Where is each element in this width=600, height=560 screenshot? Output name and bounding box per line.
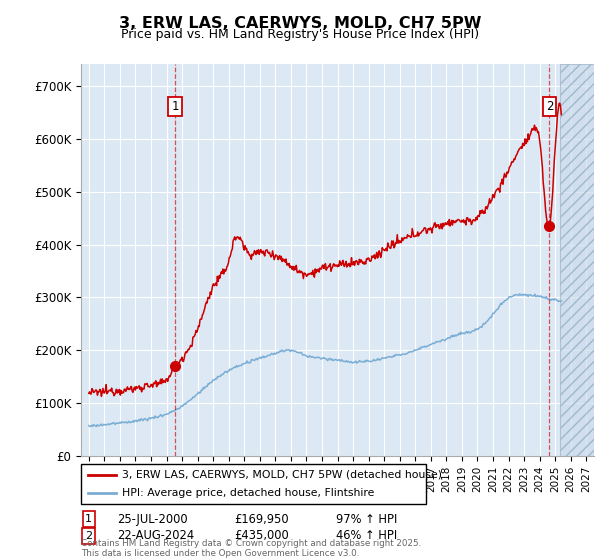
Text: HPI: Average price, detached house, Flintshire: HPI: Average price, detached house, Flin… <box>122 488 375 498</box>
Text: 3, ERW LAS, CAERWYS, MOLD, CH7 5PW: 3, ERW LAS, CAERWYS, MOLD, CH7 5PW <box>119 16 481 31</box>
FancyBboxPatch shape <box>81 464 426 504</box>
Text: 3, ERW LAS, CAERWYS, MOLD, CH7 5PW (detached house): 3, ERW LAS, CAERWYS, MOLD, CH7 5PW (deta… <box>122 470 442 480</box>
Text: 1: 1 <box>172 100 179 113</box>
Text: Contains HM Land Registry data © Crown copyright and database right 2025.
This d: Contains HM Land Registry data © Crown c… <box>81 539 421 558</box>
Text: 97% ↑ HPI: 97% ↑ HPI <box>336 512 397 526</box>
Text: £435,000: £435,000 <box>234 529 289 543</box>
Text: 2: 2 <box>545 100 553 113</box>
Text: 1: 1 <box>85 514 92 524</box>
Bar <box>560 64 594 456</box>
Text: £169,950: £169,950 <box>234 512 289 526</box>
Text: Price paid vs. HM Land Registry's House Price Index (HPI): Price paid vs. HM Land Registry's House … <box>121 28 479 41</box>
Text: 2: 2 <box>85 531 92 541</box>
Text: 46% ↑ HPI: 46% ↑ HPI <box>336 529 397 543</box>
Text: 22-AUG-2024: 22-AUG-2024 <box>117 529 194 543</box>
Text: 25-JUL-2000: 25-JUL-2000 <box>117 512 188 526</box>
Bar <box>560 64 594 456</box>
